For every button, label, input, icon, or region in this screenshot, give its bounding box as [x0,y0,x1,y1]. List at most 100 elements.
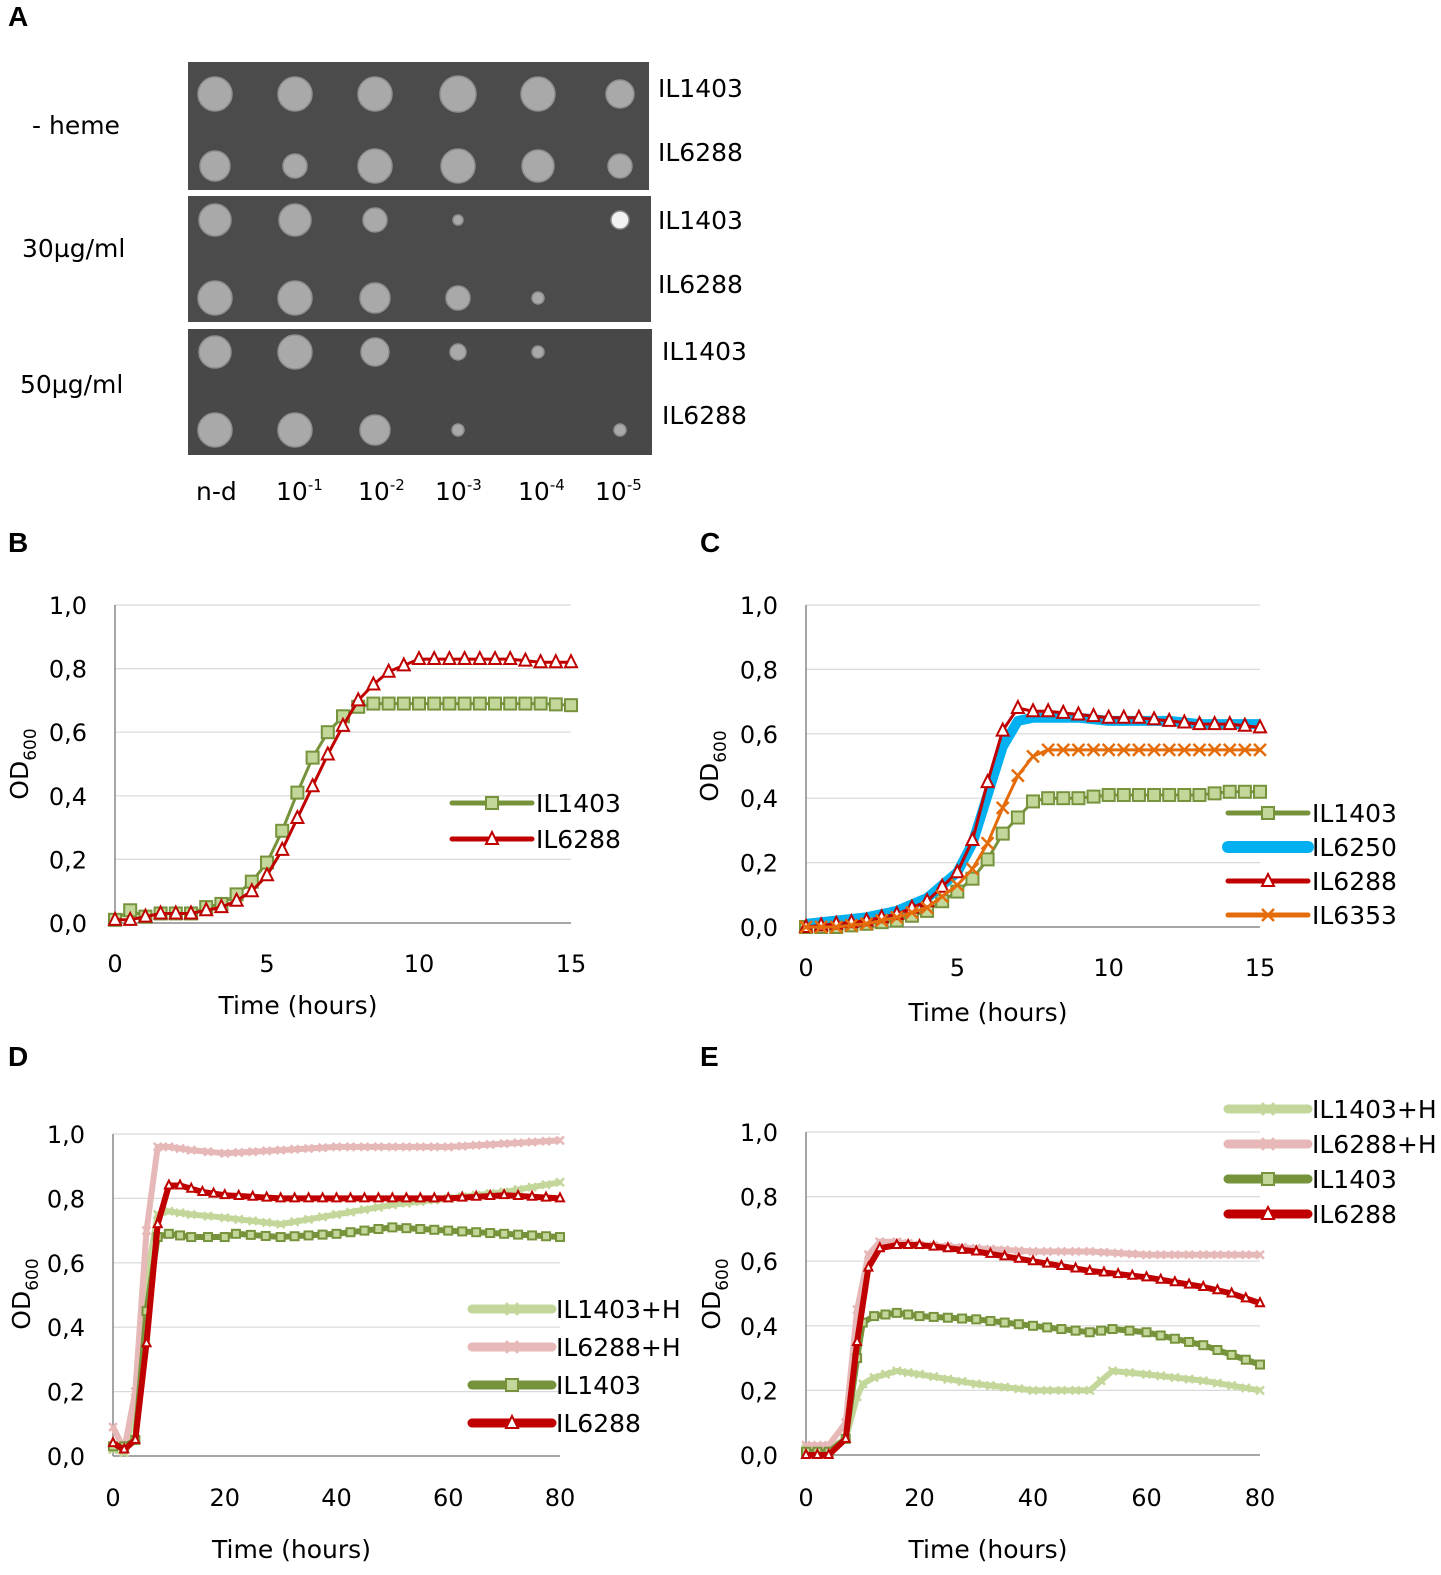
data-point [1056,1324,1067,1335]
data-point [505,1340,519,1354]
data-point [1141,1327,1152,1338]
data-point [995,826,1010,841]
data-point [1086,743,1101,757]
data-point [442,696,457,711]
x-tick-label: 80 [545,1484,576,1512]
data-point [274,840,290,856]
data-point [1169,1372,1180,1383]
dilution-label: 10-3 [435,476,482,506]
data-point [956,1242,968,1254]
legend-label: IL6288+H [556,1333,681,1362]
data-point [1212,1378,1223,1389]
colony-spot [198,203,232,237]
data-point [484,1188,496,1200]
colony-spot [362,207,388,233]
data-point [499,1138,510,1149]
data-point [303,1143,314,1154]
series-il1403-h [801,1366,1265,1454]
data-point [928,1239,940,1251]
data-point [175,1208,185,1218]
data-point [513,1229,524,1240]
data-point [874,913,889,928]
strain-label: IL6288 [658,138,743,167]
data-point [851,1334,863,1346]
data-point [555,1177,565,1188]
data-point [487,649,503,666]
data-point [1056,791,1071,806]
data-point [1155,1330,1166,1341]
data-point [380,662,397,678]
data-point [244,881,260,898]
data-point [163,1178,175,1190]
data-point [345,1227,356,1238]
data-point [555,1232,565,1243]
colony-spot [610,210,630,230]
data-point [1212,1249,1223,1260]
colony-spot [357,76,393,112]
data-point [949,863,965,879]
data-point [517,651,534,667]
data-point [965,871,980,886]
data-point [1013,1319,1024,1330]
strain-label: IL6288 [662,401,747,430]
panel-letter: C [700,527,720,558]
data-point [1071,791,1086,806]
data-point [358,1191,371,1203]
data-point [811,1447,823,1459]
series-line [805,706,1261,929]
data-point [316,1191,329,1203]
y-tick-label: 0,8 [47,1185,85,1213]
data-point [1041,1256,1053,1268]
data-point [381,696,396,711]
data-point [971,1379,982,1389]
x-axis-title: Time (hours) [908,998,1068,1027]
colony-spot [531,345,545,359]
data-point [275,823,290,838]
data-point [387,1222,398,1233]
data-point [971,1314,982,1325]
data-point [429,1141,440,1152]
data-point [1116,708,1132,724]
data-point [387,1141,398,1152]
data-point [359,1225,370,1236]
data-point [541,1231,552,1242]
data-point [1240,1249,1251,1260]
data-point [163,1141,174,1152]
data-point [814,920,829,934]
data-point [1184,1374,1194,1384]
data-point [503,696,518,711]
dilution-labels: n-d 10-1 10-2 10-3 10-4 10-5 [196,476,642,506]
data-point [1192,787,1207,802]
data-point [484,829,500,845]
data-point [185,1181,197,1193]
data-point [203,1211,213,1221]
data-point [1041,743,1056,757]
legend-label: IL1403 [536,789,621,818]
data-point [1252,718,1268,734]
plate-30 [188,196,651,322]
data-point [840,1431,852,1443]
legend-entry: IL6288 [467,1409,641,1438]
y-tick-label: 0,4 [47,1314,85,1342]
data-point [1240,1383,1251,1393]
data-point [396,656,412,672]
data-point [1084,1263,1096,1275]
data-point [505,1302,519,1316]
data-point [1222,743,1237,757]
data-point [527,1137,537,1147]
data-point [344,1191,357,1203]
data-point [1132,743,1146,757]
data-point [880,1309,891,1320]
y-tick-label: 1,0 [49,592,87,620]
legend-entry: IL1403 [467,1371,641,1400]
data-point [980,836,995,851]
x-tick-label: 80 [1245,1484,1276,1512]
data-point [1101,708,1117,724]
data-point [999,1317,1010,1328]
data-point [859,916,874,931]
data-point [541,1179,551,1190]
data-point [1226,1249,1237,1260]
data-point [275,1232,286,1243]
dilution-label: 10-5 [595,476,642,506]
data-point [471,1227,482,1238]
